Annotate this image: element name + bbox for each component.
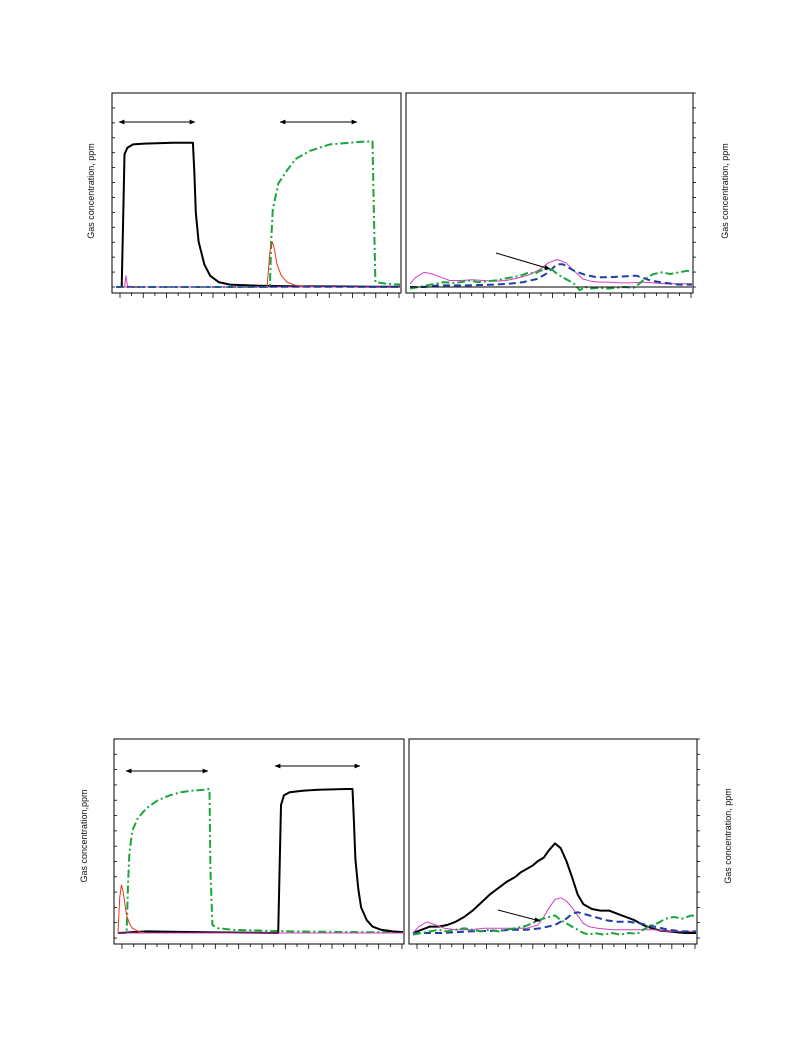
- series-line-green: [116, 140, 400, 288]
- series-line-magenta: [412, 897, 696, 934]
- y-axis-label-top-left: Gas concentration, ppm: [86, 143, 96, 239]
- series-line-red: [117, 884, 403, 934]
- series-line-green: [412, 914, 696, 936]
- chart-panel-top-right: [405, 92, 696, 298]
- series-line-magenta: [409, 259, 692, 285]
- chart-panel-bottom-left: [113, 738, 405, 949]
- y-axis-label-top-right: Gas concentration, ppm: [720, 143, 730, 239]
- series-line-black: [117, 788, 403, 934]
- series-line-green: [118, 788, 403, 934]
- series-line-blue: [413, 911, 696, 934]
- plot-frame: [405, 92, 694, 294]
- plot-frame: [111, 92, 402, 294]
- plot-frame: [113, 738, 405, 945]
- pointer-arrow: [495, 252, 551, 270]
- annotation-layer: [118, 119, 551, 922]
- series-line-blue: [410, 263, 692, 288]
- pointer-arrow: [497, 909, 541, 922]
- series-line-red: [116, 241, 400, 288]
- chart-panel-bottom-right: [408, 738, 700, 949]
- y-axis-label-bottom-right: Gas concentration, ppm: [723, 788, 733, 884]
- y-axis-label-bottom-left: Gas concentration,ppm: [79, 789, 89, 882]
- plot-frame: [408, 738, 698, 945]
- series-line-black: [412, 842, 696, 934]
- series-line-black: [116, 141, 400, 288]
- chart-panel-top-left: [111, 92, 402, 298]
- series-line-green: [409, 268, 692, 292]
